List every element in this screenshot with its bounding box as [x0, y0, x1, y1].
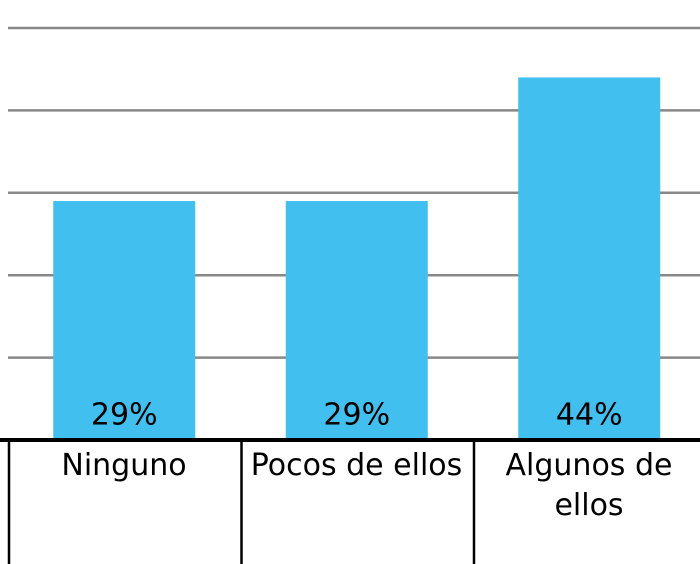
value-label: 29%	[323, 398, 390, 433]
bar	[53, 201, 196, 440]
bar	[518, 77, 661, 440]
x-tick-label: Ninguno	[61, 448, 187, 483]
x-tick-label: Pocos de ellos	[250, 448, 463, 483]
bar	[285, 201, 428, 440]
value-label: 44%	[556, 398, 623, 433]
value-label: 29%	[91, 398, 158, 433]
x-tick-label: Algunos de ellos	[505, 448, 673, 523]
